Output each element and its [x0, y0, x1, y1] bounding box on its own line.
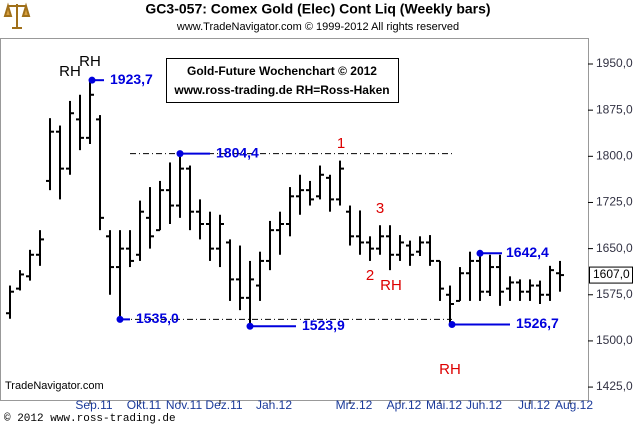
- x-tick-label: Mai.12: [426, 398, 462, 412]
- y-tick-label: 1500,0: [596, 333, 633, 347]
- annotation-dot: [88, 76, 96, 84]
- x-tick-label: Dez.11: [205, 398, 242, 412]
- x-tick-label: Nov.11: [166, 398, 203, 412]
- annotation-dot: [448, 320, 456, 328]
- marker-label: RH: [59, 63, 81, 80]
- text-box: [166, 58, 399, 103]
- y-tick-label: 1950,0: [596, 56, 633, 70]
- footer: © 2012 www.ross-trading.de: [4, 413, 176, 425]
- annotation-dot: [476, 249, 484, 257]
- annotation-dot: [246, 322, 254, 330]
- annotation-dot: [176, 150, 184, 158]
- y-tick-label: 1800,0: [596, 148, 633, 162]
- x-tick-label: Okt.11: [127, 398, 162, 412]
- annotation-label: 1535,0: [136, 310, 179, 326]
- annotation-label: 1642,4: [506, 244, 549, 260]
- x-tick-label: Jun.12: [466, 398, 502, 412]
- x-tick-label: Mrz.12: [336, 398, 373, 412]
- marker-label: 1: [337, 135, 345, 152]
- last-price-label: 1607,0: [593, 267, 630, 281]
- text-box-line: www.ross-trading.de RH=Ross-Haken: [173, 83, 389, 97]
- chart-subtitle: www.TradeNavigator.com © 1999-2012 All r…: [176, 21, 459, 33]
- annotation-label: 1923,7: [110, 71, 153, 87]
- y-tick-label: 1725,0: [596, 195, 633, 209]
- marker-label: RH: [380, 277, 402, 294]
- last-price-box: [589, 266, 633, 284]
- chart-title: GC3-057: Comex Gold (Elec) Cont Liq (Wee…: [145, 1, 490, 17]
- y-tick-label: 1650,0: [596, 241, 633, 255]
- y-tick-label: 1875,0: [596, 102, 633, 116]
- x-tick-label: Apr.12: [387, 398, 422, 412]
- marker-label: 3: [376, 200, 384, 217]
- marker-label: RH: [439, 361, 461, 378]
- watermark: TradeNavigator.com: [5, 380, 104, 392]
- logo: [3, 2, 31, 29]
- x-tick-label: Aug.12: [555, 398, 593, 412]
- annotation-dot: [116, 315, 124, 323]
- annotation-label: 1804,4: [216, 144, 259, 160]
- marker-label: RH: [79, 53, 101, 70]
- annotation-label: 1526,7: [516, 315, 559, 331]
- marker-label: 2: [366, 267, 374, 284]
- text-box-line: Gold-Future Wochenchart © 2012: [187, 64, 377, 78]
- annotation-label: 1523,9: [302, 317, 345, 333]
- y-tick-label: 1425,0: [596, 379, 633, 393]
- x-tick-label: Jul.12: [518, 398, 550, 412]
- x-tick-label: Jan.12: [256, 398, 292, 412]
- x-tick-label: Sep.11: [75, 398, 112, 412]
- y-tick-label: 1575,0: [596, 287, 633, 301]
